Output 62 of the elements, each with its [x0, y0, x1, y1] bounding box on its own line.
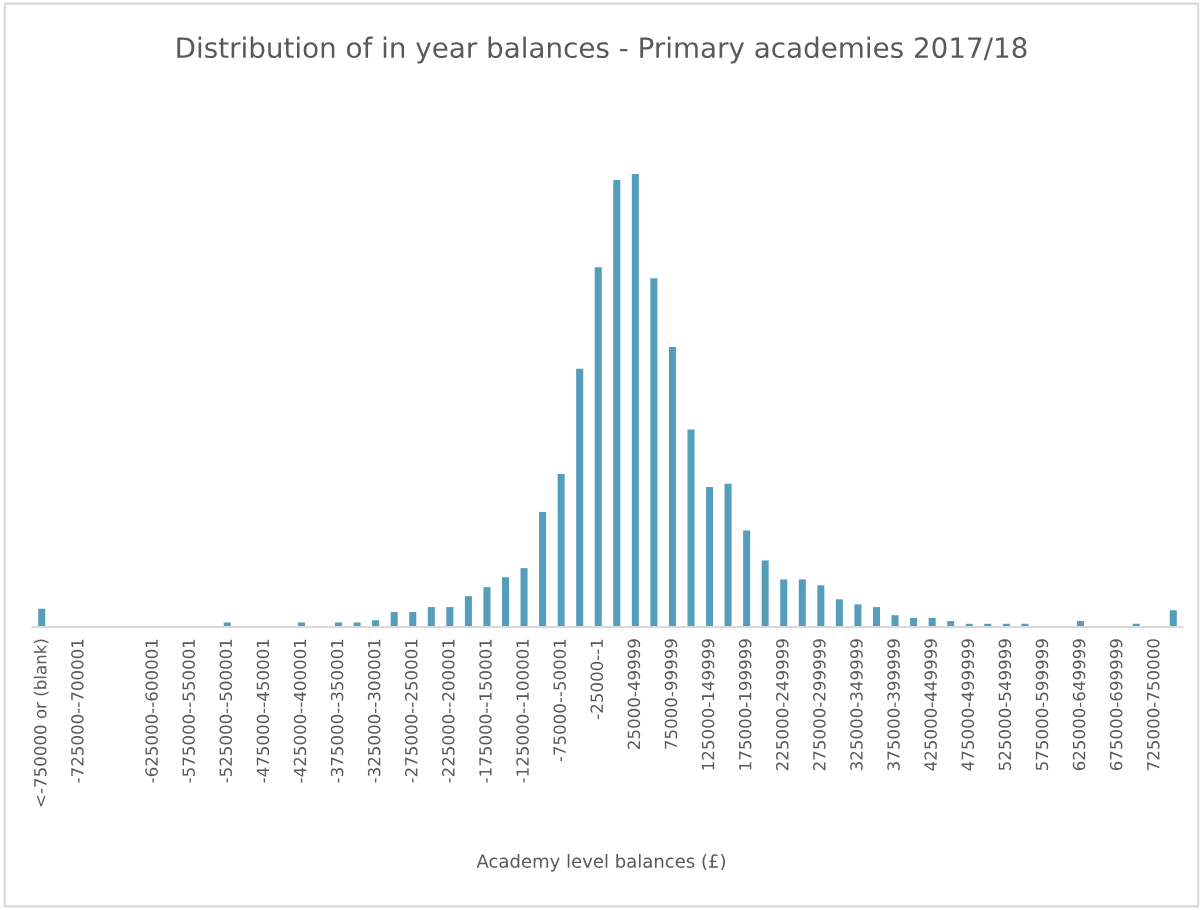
bar: [38, 608, 46, 627]
bar: [891, 615, 899, 627]
bar: [817, 585, 825, 627]
bar: [743, 530, 751, 627]
x-tick-label: 275000-299999: [813, 639, 826, 771]
x-tick-label: 375000-399999: [887, 639, 900, 771]
bar: [835, 599, 843, 627]
bar: [483, 587, 491, 627]
bar: [539, 511, 547, 627]
bar: [631, 173, 639, 627]
bar: [724, 483, 732, 627]
bar: [613, 179, 621, 627]
bar: [409, 612, 417, 627]
x-tick-label: -125000--100001: [516, 639, 529, 783]
bar: [594, 267, 602, 627]
x-tick-label: -325000--300001: [367, 639, 381, 783]
bar: [872, 607, 881, 627]
x-tick-label: -275000--250001: [404, 639, 418, 783]
bar: [576, 368, 584, 627]
bar: [706, 487, 714, 627]
x-tick-label: -425000--400001: [293, 639, 307, 783]
bar: [798, 579, 806, 627]
bar: [557, 473, 565, 627]
x-tick-label: 25000-49999: [627, 639, 641, 749]
x-tick-label: -625000--600001: [145, 639, 158, 783]
x-tick-label: -25000--1: [590, 639, 604, 719]
x-tick-label: -375000--350001: [330, 639, 344, 783]
bar: [668, 347, 676, 627]
x-tick-label: 475000-499999: [961, 639, 975, 771]
x-tick-label: -225000--200001: [442, 639, 455, 783]
x-tick-label: 575000-599999: [1035, 639, 1049, 771]
x-tick-label: -475000--450001: [256, 639, 270, 783]
bar: [854, 604, 862, 627]
x-tick-label: <-750000 or (blank): [33, 639, 49, 807]
x-tick-label: 525000-549999: [998, 639, 1012, 771]
x-tick-label: -75000--50001: [553, 639, 566, 762]
bar: [427, 607, 435, 627]
x-tick-label: -175000--150001: [479, 639, 492, 783]
x-tick-label: 75000-99999: [664, 639, 678, 749]
x-tick-label: -725000--700001: [71, 639, 84, 783]
x-tick-label: 225000-249999: [775, 639, 789, 771]
x-axis-title: Academy level balances (£): [476, 853, 725, 872]
bar: [1169, 610, 1177, 627]
bar: [761, 560, 769, 627]
bar: [501, 577, 510, 627]
x-tick-label: -575000--550001: [182, 639, 195, 783]
x-tick-label: 175000-199999: [738, 639, 752, 770]
bar: [520, 568, 528, 627]
x-tick-label: 325000-349999: [850, 639, 863, 771]
x-tick-label: 675000-699999: [1109, 639, 1123, 771]
bar: [650, 278, 658, 627]
x-tick-label: 125000-149999: [701, 639, 715, 770]
chart-title: Distribution of in year balances - Primary academies 2017/18: [177, 36, 1027, 64]
x-tick-label: 625000-649999: [1072, 639, 1086, 771]
bar: [780, 579, 788, 627]
bar: [687, 429, 695, 627]
bar: [446, 607, 454, 627]
x-tick-label: -525000--500001: [219, 639, 233, 783]
bar: [464, 596, 472, 627]
x-tick-label: 725000-750000: [1146, 639, 1160, 770]
bar: [390, 612, 398, 627]
x-tick-label: 425000-449999: [924, 639, 937, 771]
